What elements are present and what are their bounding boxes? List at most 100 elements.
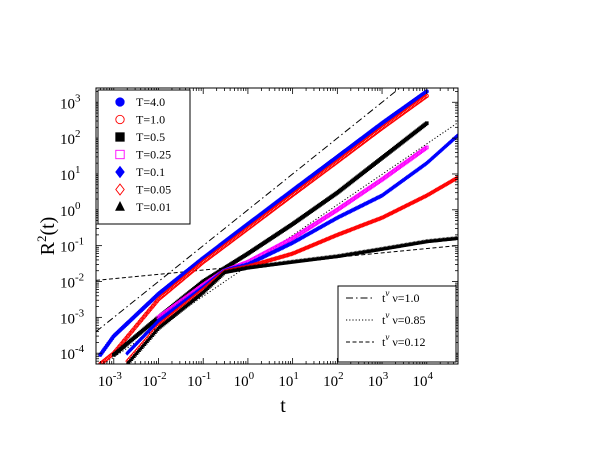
data-series [98,89,458,364]
data-point [421,194,426,200]
series-T=0.05 [125,174,458,364]
data-point [404,202,409,209]
x-axis-title: t [280,395,286,417]
data-point [406,202,411,208]
data-point [424,121,429,126]
data-point [351,226,355,232]
data-point [335,232,340,238]
data-point [377,216,382,222]
data-point [328,235,333,241]
data-point [368,219,373,225]
legend-box [97,89,191,225]
data-point [410,200,415,206]
data-point [312,241,317,247]
data-point [315,240,320,246]
data-point [339,230,344,236]
legend-label: T=0.1 [136,165,165,179]
data-point [415,197,420,203]
data-point [441,183,446,189]
data-point [424,93,429,99]
data-point [360,222,365,228]
data-point [341,229,346,235]
legend-marker [115,165,125,179]
data-point [295,248,300,254]
data-point [352,225,357,231]
data-point [372,218,376,224]
legend-marker [115,114,125,125]
legend-label: T=0.25 [136,148,171,162]
data-point [398,206,403,212]
data-point [379,215,384,221]
data-point [348,227,353,233]
data-point [347,227,352,233]
axes: 10-3 10-2 10-1 100 101 102 103 104 10-4 10-3 10-2 1… [60,88,459,390]
data-point [309,243,313,249]
series-T=0.01 [125,235,458,364]
data-point [453,176,458,182]
legend-label: T=0.5 [136,130,165,144]
data-point [382,213,387,220]
legend: T=4.0 T=1.0 T=0.5 T=0.25 T=0.1 T=0.05 T=0.01 [97,89,191,225]
data-point [299,247,304,253]
series-T=0.5 [111,121,429,357]
legend-label: T=0.05 [136,183,171,197]
legend-label: T=0.01 [136,200,171,214]
data-point [438,184,443,190]
data-point [425,192,430,198]
data-point [336,231,341,237]
data-point [333,232,338,239]
data-point [435,187,439,193]
y-axis-title: R2(t) [34,217,59,256]
data-point [353,225,358,231]
data-point [414,198,418,204]
x-tick-label: 100 [234,370,255,390]
data-point [343,229,348,235]
x-tick-label: 102 [323,370,344,390]
data-point [358,223,363,229]
data-point [448,179,453,185]
data-point [428,190,433,196]
data-point [399,205,404,211]
data-point [437,185,442,191]
y-tick-label: 101 [60,164,81,184]
reference-line [102,122,458,364]
y-tick-label: 10-3 [60,307,85,327]
data-point [403,203,408,209]
data-point [314,241,319,247]
data-point [331,233,336,240]
data-point [423,193,428,199]
data-point [356,224,361,230]
data-point [417,196,422,202]
data-point [310,242,315,248]
data-point [318,239,323,245]
y-tick-label: 102 [60,128,81,148]
data-point [431,189,436,195]
data-point [307,243,312,250]
data-point [442,182,447,188]
data-point [306,244,311,250]
data-point [445,180,450,187]
series-T=0.1 [125,132,458,356]
data-point [407,201,412,207]
legend-marker [115,200,125,211]
data-point [323,237,328,243]
data-point [440,184,445,190]
data-point [389,210,394,216]
data-point [391,209,396,215]
series-T=1.0 [98,93,429,364]
data-point [424,145,429,150]
data-point [395,207,400,213]
x-tick-label: 104 [413,370,434,390]
data-point [416,197,421,203]
data-point [374,217,379,223]
data-point [316,240,321,246]
data-point [364,221,369,227]
data-point [311,242,316,248]
reference-line [96,245,458,281]
reference-line [96,88,401,333]
data-point [303,245,308,251]
data-point [427,191,432,197]
data-point [330,234,334,240]
legend-label: T=1.0 [136,113,165,127]
data-point [369,219,374,225]
